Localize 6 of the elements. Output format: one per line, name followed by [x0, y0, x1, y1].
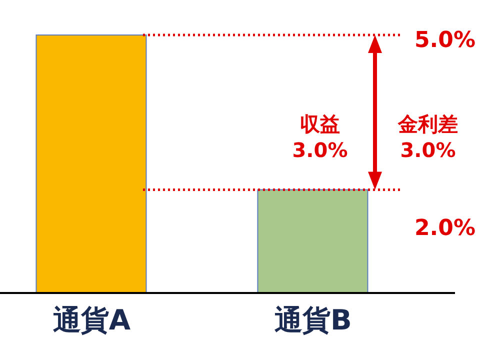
annotation: 金利差 3.0% [397, 112, 458, 162]
annotation: 収益 3.0% [292, 112, 348, 162]
annotation: 2.0% [414, 216, 476, 241]
x-tick-label: 通貨B [274, 304, 352, 336]
x-tick-label: 通貨A [52, 304, 131, 336]
annotation: 5.0% [414, 28, 476, 53]
